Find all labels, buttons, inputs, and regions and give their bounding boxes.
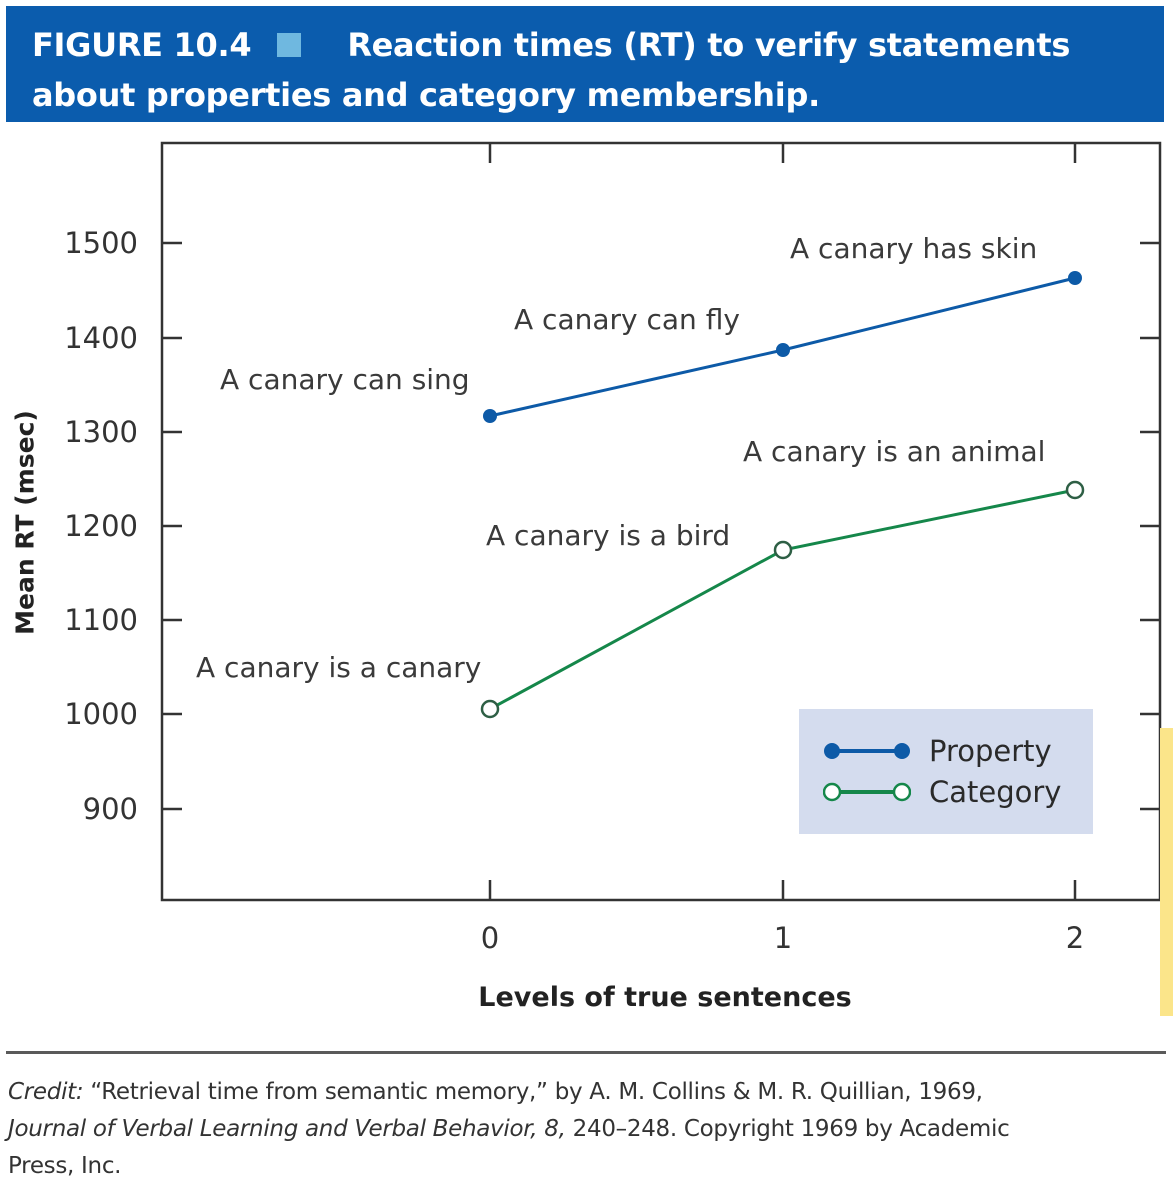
y-tick-label: 1000 [64, 697, 138, 731]
y-tick-label: 900 [83, 792, 138, 826]
category-point [1065, 480, 1085, 500]
yellow-margin-bar [1160, 728, 1173, 1016]
plot-frame [160, 141, 1162, 902]
x-axis-label: Levels of true sentences [478, 982, 851, 1013]
header-line-1: FIGURE 10.4 Reaction times (RT) to verify… [32, 20, 1138, 70]
point-annotations: A canary can sing A canary can fly A can… [196, 232, 1045, 684]
legend-item-property: Property [823, 731, 1052, 771]
open-circle-line-icon [823, 782, 911, 802]
y-tick-label: 1500 [64, 226, 138, 260]
credit-journal: Journal of Verbal Learning and Verbal Be… [8, 1116, 566, 1142]
figure-label: FIGURE 10.4 [32, 26, 252, 64]
y-tick-label: 1100 [64, 603, 138, 637]
x-ticks [488, 143, 1077, 900]
x-tick-labels: 0 1 2 [481, 921, 1084, 955]
legend: Property Category [799, 709, 1093, 834]
y-tick-label: 1400 [64, 321, 138, 355]
y-tick-labels: 1500 1400 1300 1200 1100 1000 900 [64, 226, 138, 826]
category-point [773, 540, 793, 560]
legend-label: Property [929, 734, 1052, 768]
category-point [480, 699, 500, 719]
annotation-category-2: A canary is an animal [743, 435, 1045, 468]
annotation-property-2: A canary has skin [790, 232, 1037, 265]
property-point [776, 343, 790, 357]
credit-pages: 240–248. Copyright 1969 by Academic [565, 1116, 1010, 1142]
square-bullet-icon [277, 33, 302, 57]
y-ticks-right [1140, 241, 1160, 811]
x-tick-label: 0 [481, 921, 499, 955]
y-ticks-left [162, 241, 182, 811]
y-tick-label: 1200 [64, 509, 138, 543]
annotation-category-1: A canary is a bird [486, 519, 730, 552]
y-tick-label: 1300 [64, 415, 138, 449]
annotation-property-0: A canary can sing [220, 363, 470, 396]
credit-publisher: Press, Inc. [8, 1153, 122, 1179]
figure-header: FIGURE 10.4 Reaction times (RT) to verify… [6, 6, 1164, 122]
figure-title-line2: about properties and category membership… [32, 76, 820, 114]
legend-item-category: Category [823, 772, 1061, 812]
credit-text: Credit: “Retrieval time from semantic me… [8, 1074, 1168, 1185]
credit-divider [6, 1051, 1166, 1054]
property-point [483, 409, 497, 423]
x-tick-label: 2 [1066, 921, 1084, 955]
figure-title-line1: Reaction times (RT) to verify statements [347, 26, 1071, 64]
y-axis-label: Mean RT (msec) [10, 410, 40, 635]
credit-label: Credit: [8, 1079, 84, 1105]
legend-label: Category [929, 775, 1062, 809]
annotation-category-0: A canary is a canary [196, 651, 481, 684]
annotation-property-1: A canary can fly [514, 303, 740, 336]
credit-source: “Retrieval time from semantic memory,” b… [83, 1079, 983, 1105]
x-tick-label: 1 [774, 921, 792, 955]
property-point [1068, 271, 1082, 285]
filled-circle-line-icon [824, 743, 910, 759]
